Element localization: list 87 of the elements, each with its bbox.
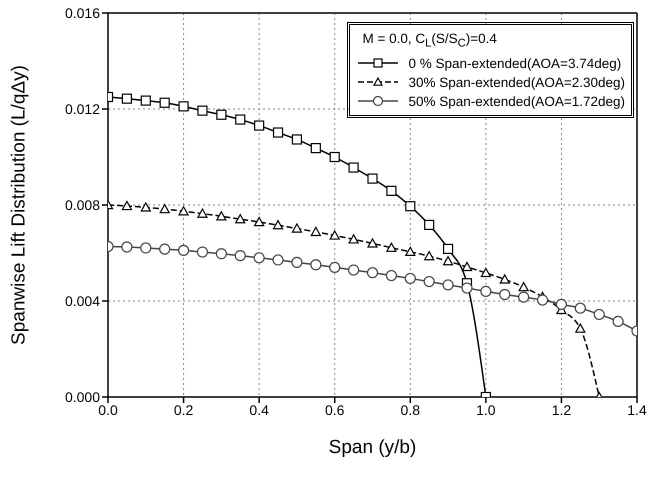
x-tick-label: 0.4 [249, 402, 270, 418]
point [178, 244, 190, 256]
point [178, 206, 189, 216]
point [272, 127, 284, 138]
point [424, 276, 435, 288]
point [461, 282, 473, 294]
point [160, 204, 170, 214]
point [575, 324, 586, 333]
point [160, 98, 170, 108]
point [536, 294, 548, 306]
point [196, 246, 208, 258]
point [329, 262, 340, 273]
point [424, 220, 434, 230]
point [556, 298, 568, 310]
point [330, 230, 340, 240]
point [442, 279, 454, 291]
point [386, 242, 396, 252]
y-tick-label: 0.012 [64, 100, 100, 117]
point [518, 282, 529, 292]
point [254, 252, 265, 264]
point [386, 270, 397, 282]
point [216, 248, 227, 260]
point [367, 174, 378, 184]
point [254, 216, 264, 226]
point [366, 267, 378, 278]
point [121, 241, 132, 253]
point [197, 106, 208, 116]
x-tick-label: 0.6 [324, 402, 345, 418]
point [594, 308, 605, 320]
point [292, 134, 302, 145]
point [367, 238, 378, 248]
point [272, 254, 284, 266]
point [386, 186, 396, 196]
point [612, 316, 624, 327]
point [140, 202, 151, 212]
point [404, 272, 416, 284]
point [462, 262, 472, 272]
y-tick-label: 0.008 [64, 196, 100, 213]
point [480, 286, 492, 297]
point [216, 110, 226, 120]
point [442, 256, 454, 266]
y-tick-label: 0.000 [64, 388, 100, 405]
point [159, 244, 170, 255]
point [424, 251, 434, 260]
x-axis-title: Span (y/b) [328, 437, 416, 458]
point [216, 211, 226, 220]
point [254, 120, 264, 131]
point [348, 162, 359, 173]
point [178, 101, 189, 112]
point [310, 226, 321, 236]
x-tick-label: 1.2 [552, 402, 572, 418]
point [330, 152, 340, 162]
point [291, 256, 303, 268]
y-axis-title: Spanwise Lift Distribution (L/qΔy) [8, 65, 30, 345]
point [405, 246, 416, 256]
y-tick-label: 0.004 [64, 292, 100, 309]
point [405, 201, 416, 212]
y-tick-label: 0.016 [64, 4, 100, 21]
point [234, 250, 246, 262]
point [122, 200, 132, 210]
point [310, 143, 321, 154]
legend-title: M = 0.0, C$_{L}$(S/S$_{C}$)=0.4 [361, 30, 498, 52]
point [235, 214, 246, 224]
point [348, 264, 360, 276]
point [518, 292, 530, 303]
point [140, 96, 151, 106]
x-tick-label: 1.4 [627, 402, 647, 418]
point [310, 259, 322, 270]
point [122, 94, 132, 104]
point [140, 242, 152, 254]
x-tick-label: 0.0 [98, 402, 118, 418]
point [574, 302, 586, 314]
legend-label: 30% Span-extended(AOA=2.30deg) [408, 74, 625, 92]
point [292, 223, 302, 233]
x-tick-label: 0.8 [400, 402, 420, 418]
point [499, 288, 510, 300]
x-tick-label: 0.2 [174, 402, 194, 418]
point [235, 114, 246, 125]
x-tick-label: 1.0 [476, 402, 496, 418]
point [348, 234, 359, 244]
point [197, 208, 208, 218]
legend-label: 50% Span-extended(AOA=1.72deg) [408, 92, 625, 111]
point [272, 220, 284, 230]
point [500, 274, 510, 284]
legend-label: 0 % Span-extended(AOA=3.74deg) [408, 54, 622, 73]
point [442, 244, 454, 254]
point [480, 268, 491, 278]
